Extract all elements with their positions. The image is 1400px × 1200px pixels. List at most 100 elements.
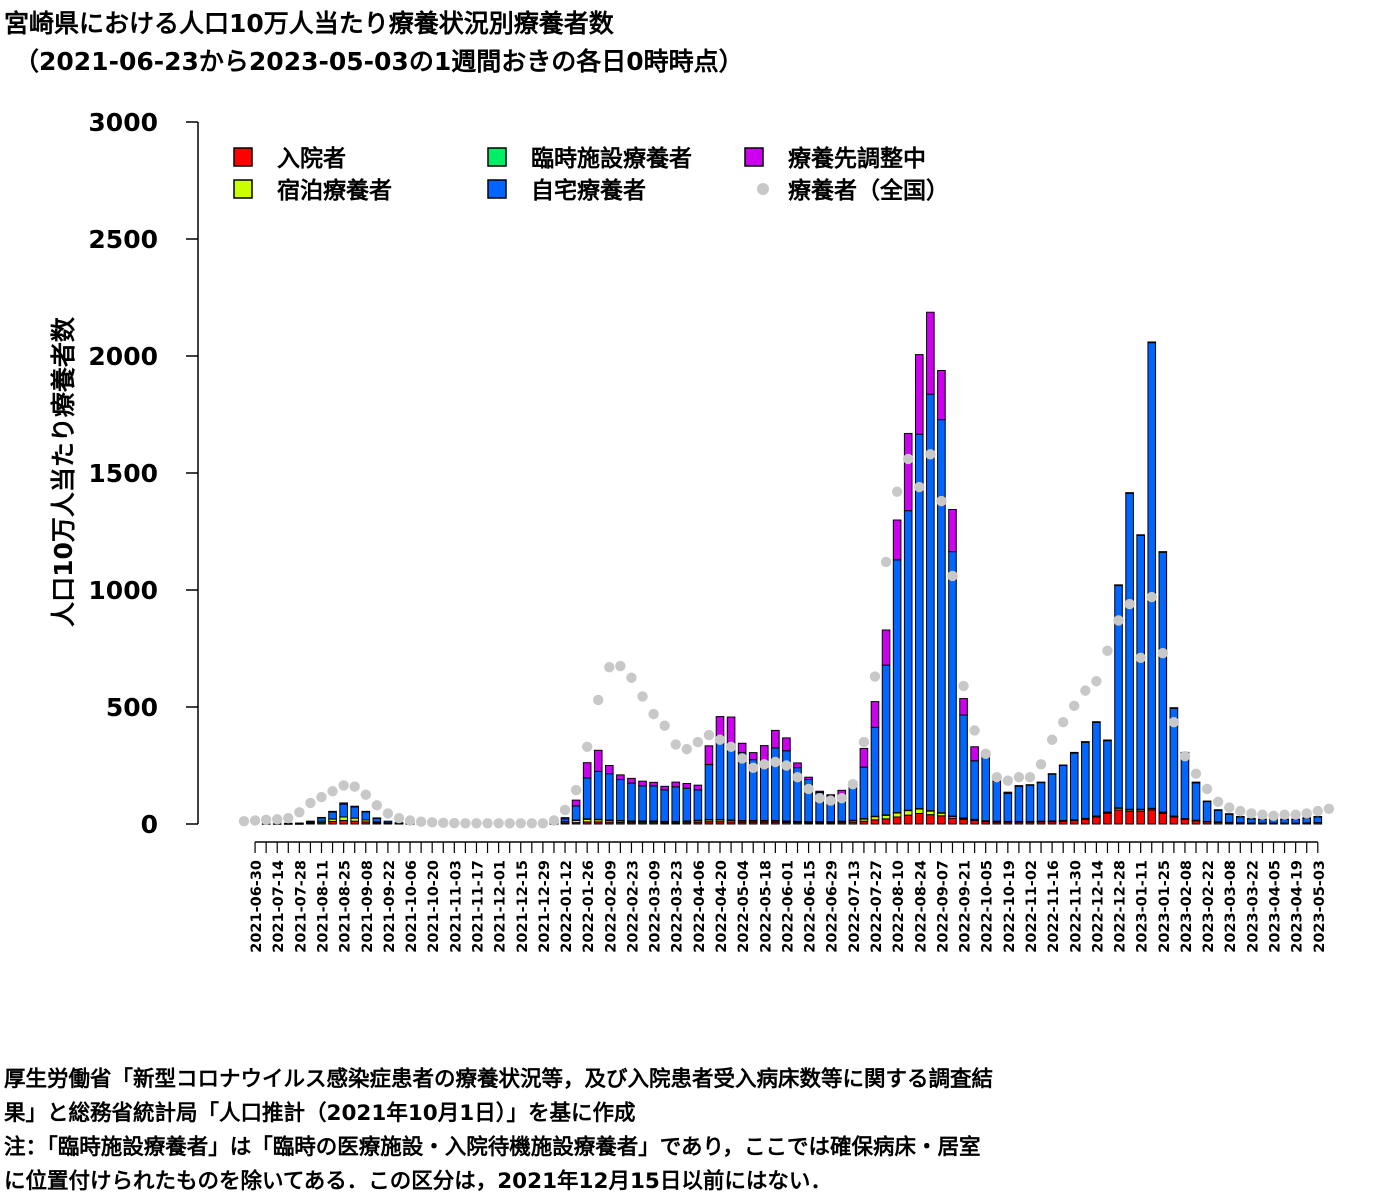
national-point [759,759,770,770]
national-point [1146,591,1157,603]
bar-segment [926,814,935,825]
bar-segment [660,789,669,822]
bar-segment [1213,809,1223,823]
bar-segment [1136,534,1145,810]
x-tick-label: 2022-04-06 [692,860,708,953]
y-tick-label: 2000 [88,342,158,371]
bar-segment [1014,785,1024,787]
national-point [1290,809,1301,820]
bar-segment [1103,812,1112,825]
bar-segment [1302,817,1312,824]
national-point [615,660,626,672]
bar-segment [361,811,371,821]
bar-segment [306,820,315,823]
national-point [1135,652,1146,664]
bar-segment [649,785,658,822]
national-point [1002,775,1014,786]
bar-segment [1236,816,1245,824]
x-axis: 2021-06-30 2021-07-14 2021-07-28 2021-08-11… [249,841,1328,953]
bar-segment [1058,764,1068,767]
national-point [515,818,526,829]
bar-segment [593,749,603,772]
bar-segment [1313,816,1323,818]
bar-segment [593,770,603,820]
bar-segment [959,714,968,819]
bar-segment [1069,751,1079,754]
x-tick-label: 2021-08-25 [338,860,354,953]
bar-segment [1202,801,1212,822]
bar-segment [1036,782,1046,822]
national-point [1235,805,1246,817]
source-note-line2: 果」と総務省統計局「人口推計（2021年10月1日）」を基に作成 [4,1101,636,1126]
national-point [947,570,958,582]
bar-segment [1092,816,1101,825]
national-point [703,729,715,741]
national-point [1301,808,1312,819]
bar-segment [627,777,636,784]
national-point [692,736,704,748]
bar-segment [1047,773,1057,775]
bar-segment [1136,534,1145,536]
bar-segment [1158,812,1168,825]
national-point [415,816,427,827]
national-point [670,739,681,750]
bar-segment [870,819,880,825]
national-point [803,783,814,795]
national-point [980,748,991,759]
bar-segment [339,802,348,805]
bar-segment [903,510,913,811]
national-point [570,784,582,796]
bar-segment [1025,784,1035,786]
bar-segment [1103,739,1112,742]
x-tick-label: 2022-11-16 [1046,860,1062,953]
bar-segment [914,354,924,435]
y-tick-label: 1000 [88,576,158,605]
national-point [1257,809,1268,820]
x-tick-label: 2022-01-12 [559,860,575,953]
x-tick-label: 2021-11-17 [470,860,486,953]
national-point [991,772,1002,783]
national-point [548,815,560,826]
source-note-line1: 厚生労働省「新型コロナウイルス感染症患者の療養状況等，及び入院患者受入病床数等に… [4,1067,994,1092]
bar-segment [1025,784,1035,822]
x-tick-label: 2022-09-21 [958,860,974,953]
bar-segment [339,816,348,821]
bar-segment [1169,816,1179,825]
national-point [1168,717,1180,728]
national-point [1091,676,1102,687]
legend-swatch-自宅療養者 [487,179,507,199]
x-tick-label: 2021-08-11 [315,860,331,953]
x-tick-label: 2022-08-24 [913,860,929,953]
x-tick-label: 2021-12-01 [493,860,509,953]
national-point [349,781,360,792]
bar-segment [759,766,769,821]
x-tick-label: 2021-12-15 [515,860,531,953]
bar-segment [1224,813,1234,815]
legend-marker-national [757,183,769,195]
bar-segment [383,820,393,824]
bar-segment [881,818,891,825]
bar-segment [1202,800,1212,803]
x-tick-label: 2022-03-09 [648,860,664,953]
national-point [648,708,659,720]
national-point [1312,805,1323,817]
bar-segment [372,817,382,819]
national-point [249,815,261,826]
bar-segment [1092,721,1101,723]
national-point [482,818,493,829]
bar-segment [782,737,791,752]
legend-label: 療養者（全国） [788,177,949,204]
national-point [504,818,515,829]
national-point [294,807,305,818]
y-tick-label: 500 [106,693,158,722]
x-tick-label: 2022-11-02 [1024,860,1040,953]
bar-segment [295,822,304,825]
bar-segment [1125,492,1134,810]
bar-segment [693,789,703,821]
x-tick-label: 2021-11-03 [448,860,464,953]
bar-segment [914,812,924,825]
bar-segment [959,698,968,716]
bar-segment [649,781,658,787]
national-point [1024,772,1036,783]
bar-segment [361,810,371,813]
